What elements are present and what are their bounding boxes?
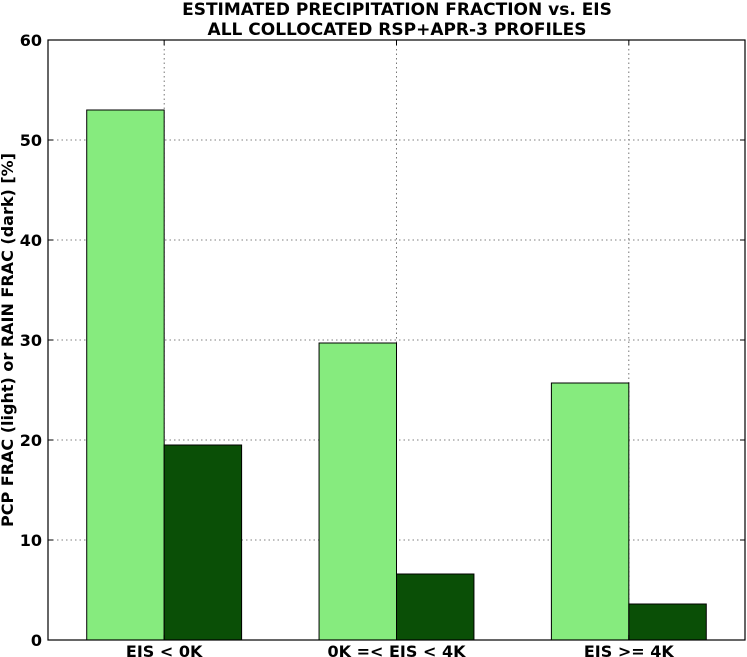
x-tick-label: EIS >= 4K xyxy=(584,642,674,657)
bar-light xyxy=(550,382,630,641)
bar-light xyxy=(86,109,165,641)
y-axis-label: PCP FRAC (light) or RAIN FRAC (dark) [%] xyxy=(0,153,17,527)
bar-dark xyxy=(163,444,243,641)
bar-light xyxy=(318,342,397,641)
chart-title: ESTIMATED PRECIPITATION FRACTION vs. EIS xyxy=(182,0,612,20)
x-tick-label: 0K =< EIS < 4K xyxy=(328,642,467,657)
y-tick-label: 50 xyxy=(20,131,42,150)
y-tick-label: 30 xyxy=(20,331,42,350)
chart-subtitle: ALL COLLOCATED RSP+APR-3 PROFILES xyxy=(208,20,587,40)
x-tick-label: EIS < 0K xyxy=(126,642,203,657)
y-tick-label: 10 xyxy=(20,531,42,550)
bar-dark xyxy=(396,573,475,641)
axis-ticks: 0 10 20 30 40 50 60 EIS < 0K 0K =< EIS < 4K EIS >… xyxy=(20,31,745,657)
bars xyxy=(86,109,707,641)
y-tick-label: 60 xyxy=(20,31,42,50)
y-tick-label: 40 xyxy=(20,231,42,250)
y-tick-label: 0 xyxy=(31,631,42,650)
y-tick-label: 20 xyxy=(20,431,42,450)
bar-dark xyxy=(628,603,707,641)
